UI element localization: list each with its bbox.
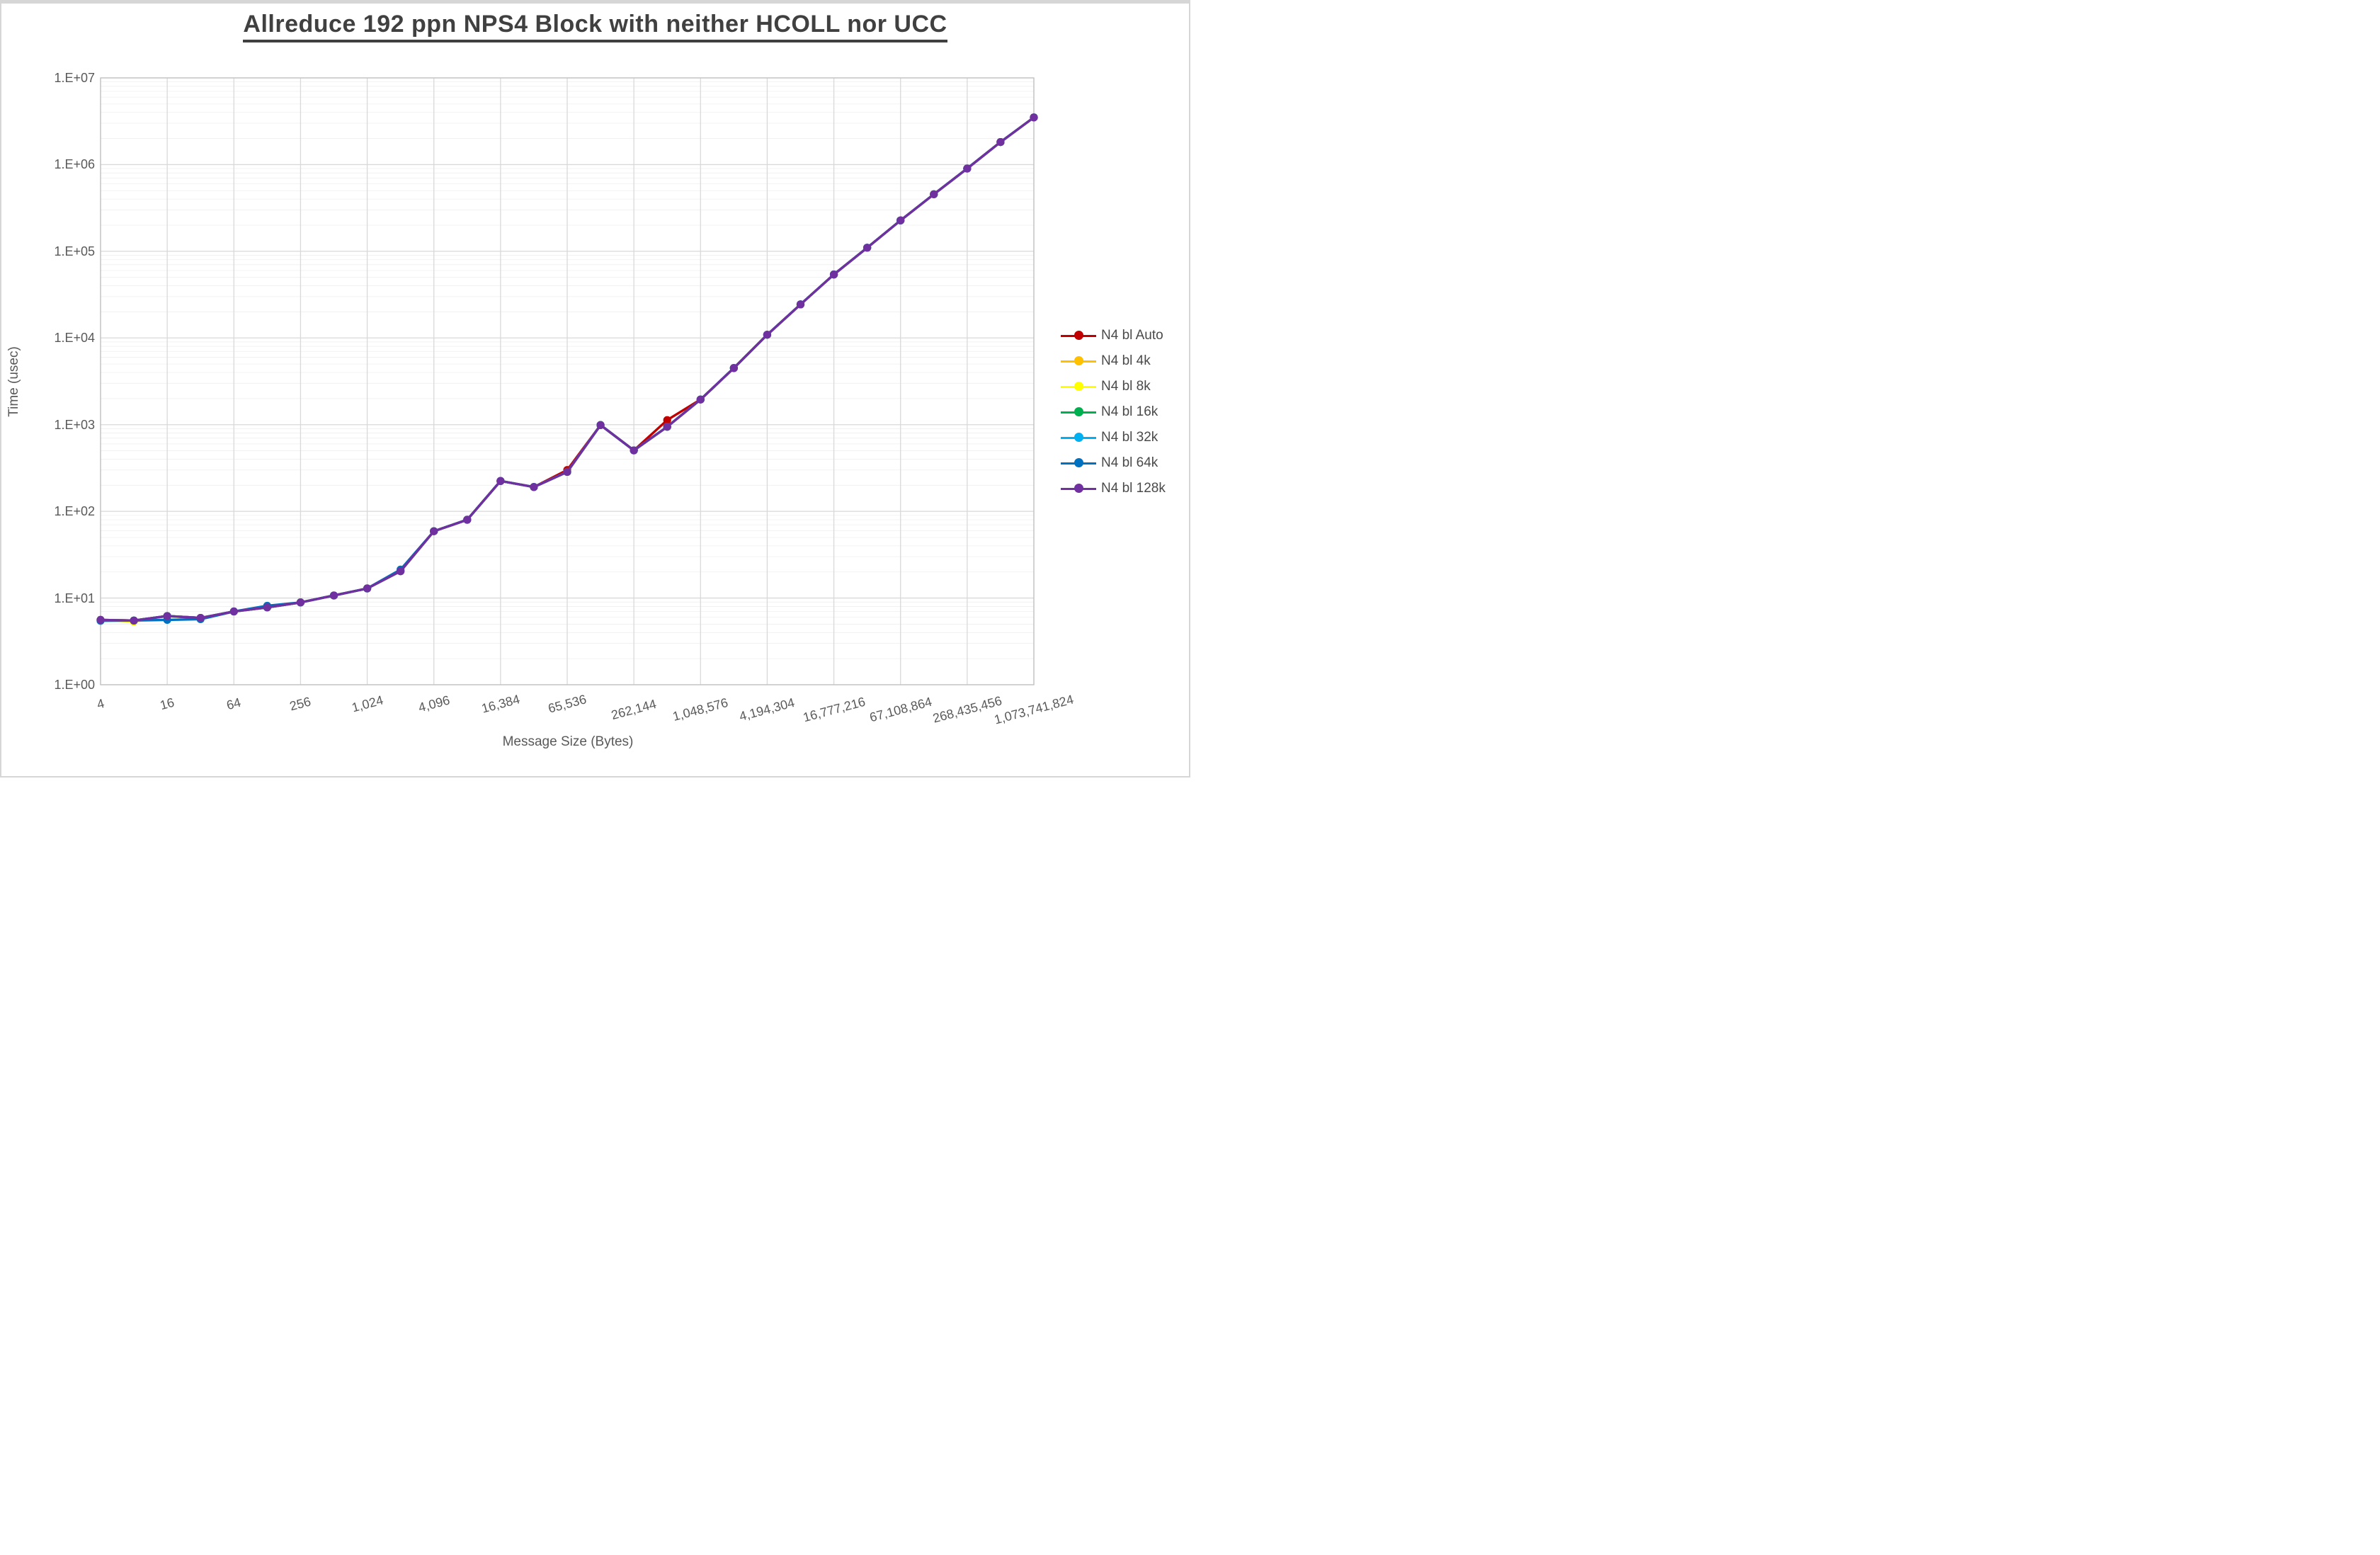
series-marker-n4-bl-128k <box>696 395 705 404</box>
series-marker-n4-bl-128k <box>496 477 505 485</box>
legend-label: N4 bl 32k <box>1101 430 1158 445</box>
legend-line-marker <box>1061 326 1096 345</box>
legend-line-marker <box>1061 479 1096 498</box>
legend-label: N4 bl 128k <box>1101 481 1166 496</box>
series-marker-n4-bl-128k <box>96 615 105 625</box>
x-axis-title: Message Size (Bytes) <box>502 734 634 749</box>
y-tick-label: 1.E+07 <box>54 71 95 85</box>
series-marker-n4-bl-128k <box>463 516 472 524</box>
series-marker-n4-bl-128k <box>530 483 538 491</box>
series-marker-n4-bl-128k <box>397 567 405 576</box>
legend-label: N4 bl 64k <box>1101 455 1158 470</box>
series-marker-n4-bl-128k <box>196 614 205 622</box>
legend-line-marker <box>1061 352 1096 370</box>
legend-item: N4 bl Auto <box>1061 326 1163 345</box>
y-tick-label: 1.E+05 <box>54 244 95 258</box>
series-marker-n4-bl-128k <box>896 216 905 224</box>
legend-item: N4 bl 8k <box>1061 377 1151 396</box>
legend-item: N4 bl 32k <box>1061 428 1158 447</box>
series-marker-n4-bl-128k <box>296 598 305 607</box>
series-marker-n4-bl-128k <box>263 603 271 612</box>
y-tick-label: 1.E+06 <box>54 157 95 172</box>
series-marker-n4-bl-128k <box>663 423 671 431</box>
legend-label: N4 bl Auto <box>1101 328 1163 343</box>
legend-line-marker <box>1061 428 1096 447</box>
series-marker-n4-bl-128k <box>796 300 805 309</box>
legend-label: N4 bl 16k <box>1101 404 1158 419</box>
y-tick-label: 1.E+04 <box>54 331 95 346</box>
series-marker-n4-bl-128k <box>863 244 872 252</box>
legend-line-marker <box>1061 377 1096 396</box>
series-marker-n4-bl-128k <box>563 467 571 477</box>
y-tick-label: 1.E+00 <box>54 678 95 692</box>
series-marker-n4-bl-128k <box>763 331 772 339</box>
legend-label: N4 bl 8k <box>1101 379 1151 394</box>
series-marker-n4-bl-128k <box>1030 113 1038 122</box>
series-marker-n4-bl-auto <box>663 416 671 424</box>
series-marker-n4-bl-128k <box>596 421 605 429</box>
legend-label: N4 bl 4k <box>1101 353 1151 368</box>
legend-item: N4 bl 64k <box>1061 454 1158 472</box>
series-marker-n4-bl-128k <box>630 446 638 455</box>
series-marker-n4-bl-128k <box>996 137 1005 147</box>
series-marker-n4-bl-128k <box>363 584 372 593</box>
chart-page: Allreduce 192 ppn NPS4 Block with neithe… <box>0 0 1190 778</box>
y-tick-label: 1.E+01 <box>54 591 95 605</box>
legend-line-marker <box>1061 454 1096 472</box>
series-marker-n4-bl-128k <box>329 591 338 600</box>
series-marker-n4-bl-128k <box>729 364 738 372</box>
plot-border <box>100 77 1035 685</box>
chart-title-text: Allreduce 192 ppn NPS4 Block with neithe… <box>243 11 947 42</box>
series-marker-n4-bl-128k <box>163 612 171 620</box>
series-marker-n4-bl-128k <box>963 164 972 173</box>
y-tick-label: 1.E+03 <box>54 417 95 432</box>
plot-area <box>96 77 1038 685</box>
legend-item: N4 bl 16k <box>1061 403 1158 421</box>
legend-item: N4 bl 128k <box>1061 479 1166 498</box>
legend-item: N4 bl 4k <box>1061 352 1151 370</box>
series-marker-n4-bl-128k <box>430 527 438 535</box>
series-marker-n4-bl-128k <box>130 616 138 625</box>
series-marker-n4-bl-128k <box>829 270 838 279</box>
series-marker-n4-bl-128k <box>930 190 938 198</box>
series-marker-n4-bl-128k <box>229 607 238 616</box>
chart-title: Allreduce 192 ppn NPS4 Block with neithe… <box>1 11 1189 42</box>
y-tick-label: 1.E+02 <box>54 504 95 519</box>
legend-line-marker <box>1061 403 1096 421</box>
